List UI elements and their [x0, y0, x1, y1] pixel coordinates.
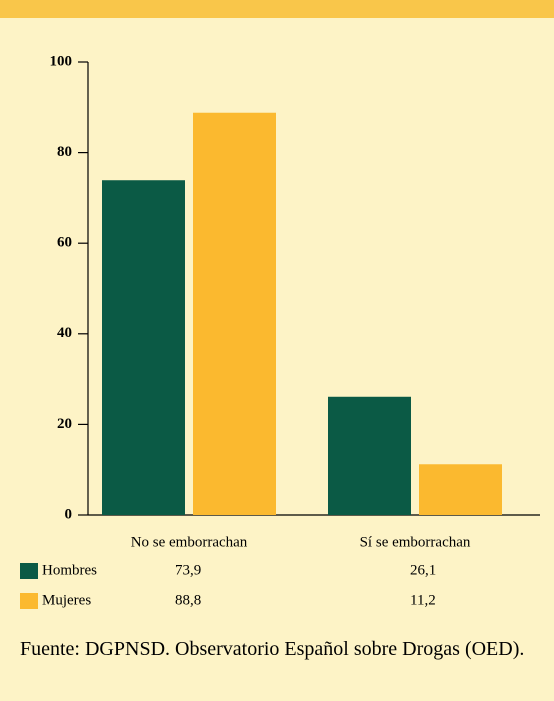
- x-tick-label: Sí se emborrachan: [360, 534, 471, 550]
- value-label: 88,8: [175, 592, 201, 608]
- y-tick-label: 80: [57, 144, 72, 160]
- legend-swatch: [20, 563, 38, 579]
- source-note: Fuente: DGPNSD. Observatorio Español sob…: [20, 638, 525, 660]
- y-tick-label: 0: [65, 506, 73, 522]
- legend-swatch: [20, 593, 38, 609]
- y-tick-label: 20: [57, 416, 72, 432]
- legend-label: Mujeres: [42, 592, 91, 608]
- y-tick-label: 100: [50, 53, 73, 69]
- legend-label: Hombres: [42, 562, 97, 578]
- header-band: [0, 0, 554, 18]
- chart: 0 20 40 60 80 100 No se emborrachan Sí se embor…: [0, 0, 554, 609]
- y-tick-label: 40: [57, 325, 72, 341]
- bar: [328, 396, 411, 515]
- value-label: 26,1: [410, 562, 436, 578]
- bar: [193, 112, 276, 516]
- value-label: 73,9: [175, 562, 201, 578]
- y-tick-label: 60: [57, 235, 72, 251]
- bar: [102, 180, 185, 515]
- x-tick-label: No se emborrachan: [131, 534, 248, 550]
- bar: [419, 464, 502, 515]
- value-label: 11,2: [410, 592, 436, 608]
